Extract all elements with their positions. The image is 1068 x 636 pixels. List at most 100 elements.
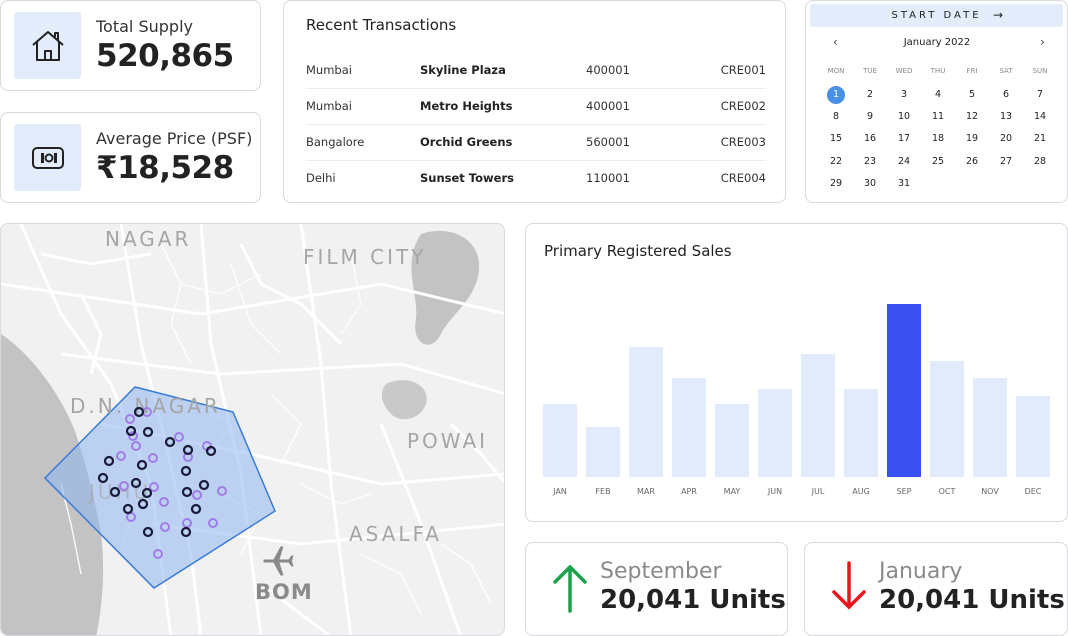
worst-month-label: January bbox=[879, 559, 962, 584]
x-tick-label: JUL bbox=[798, 487, 838, 496]
tx-city: Mumbai bbox=[306, 63, 352, 77]
tx-project: Skyline Plaza bbox=[420, 63, 506, 77]
x-tick-label: APR bbox=[669, 487, 709, 496]
average-price-value: ₹18,528 bbox=[96, 150, 234, 186]
table-row[interactable]: Delhi Sunset Towers 110001 CRE004 bbox=[306, 159, 766, 195]
calendar-day[interactable]: 11 bbox=[929, 108, 947, 126]
weekday-sun: SUN bbox=[1027, 67, 1053, 75]
calendar-day[interactable]: 3 bbox=[895, 86, 913, 104]
calendar-day[interactable]: 30 bbox=[861, 175, 879, 193]
calendar-day[interactable]: 1 bbox=[827, 86, 845, 104]
bar-aug[interactable] bbox=[844, 389, 878, 477]
calendar-day[interactable]: 10 bbox=[895, 108, 913, 126]
calendar-day[interactable]: 16 bbox=[861, 130, 879, 148]
cash-icon bbox=[14, 124, 81, 191]
arrow-right-icon: → bbox=[993, 4, 1003, 27]
calendar-day[interactable]: 23 bbox=[861, 153, 879, 171]
calendar-month-label: January 2022 bbox=[806, 37, 1068, 48]
calendar-day[interactable]: 19 bbox=[963, 130, 981, 148]
bar-jan[interactable] bbox=[543, 404, 577, 477]
calendar-day[interactable]: 14 bbox=[1031, 108, 1049, 126]
calendar-day[interactable]: 7 bbox=[1031, 86, 1049, 104]
start-date-header[interactable]: START DATE → bbox=[810, 4, 1063, 27]
bar-may[interactable] bbox=[715, 404, 749, 477]
calendar-day[interactable]: 28 bbox=[1031, 153, 1049, 171]
x-tick-label: JAN bbox=[540, 487, 580, 496]
bar-apr[interactable] bbox=[672, 378, 706, 477]
calendar-day[interactable]: 2 bbox=[861, 86, 879, 104]
bar-dec[interactable] bbox=[1016, 396, 1050, 477]
next-month-button[interactable]: › bbox=[1040, 35, 1045, 49]
map-label-bom: BOM bbox=[255, 580, 313, 604]
calendar-day[interactable]: 4 bbox=[929, 86, 947, 104]
calendar-day[interactable]: 6 bbox=[997, 86, 1015, 104]
primary-sales-chart-card: Primary Registered Sales JAN FEB MAR APR MAY… bbox=[525, 223, 1068, 522]
calendar-day[interactable]: 22 bbox=[827, 153, 845, 171]
map-label-asalfa: ASALFA bbox=[349, 522, 442, 546]
bar-jun[interactable] bbox=[758, 389, 792, 477]
map-label-nagar: NAGAR bbox=[105, 227, 191, 251]
calendar-day[interactable]: 26 bbox=[963, 153, 981, 171]
calendar-day[interactable]: 25 bbox=[929, 153, 947, 171]
calendar-day[interactable]: 21 bbox=[1031, 130, 1049, 148]
start-date-label: START DATE bbox=[891, 10, 981, 21]
average-price-card: Average Price (PSF) ₹18,528 bbox=[0, 112, 261, 203]
arrow-up-icon bbox=[550, 561, 590, 613]
x-tick-label: FEB bbox=[583, 487, 623, 496]
chart-title: Primary Registered Sales bbox=[544, 242, 732, 260]
bar-feb[interactable] bbox=[586, 427, 620, 477]
calendar-day[interactable]: 31 bbox=[895, 175, 913, 193]
calendar-day[interactable]: 17 bbox=[895, 130, 913, 148]
tx-pincode: 110001 bbox=[586, 171, 630, 185]
x-tick-label: MAY bbox=[712, 487, 752, 496]
calendar-day[interactable]: 24 bbox=[895, 153, 913, 171]
table-row[interactable]: Mumbai Metro Heights 400001 CRE002 bbox=[306, 87, 766, 123]
calendar-day[interactable]: 13 bbox=[997, 108, 1015, 126]
x-tick-label: AUG bbox=[841, 487, 881, 496]
x-tick-label: DEC bbox=[1013, 487, 1053, 496]
recent-transactions-card: Recent Transactions Mumbai Skyline Plaza… bbox=[283, 0, 786, 203]
table-row[interactable]: Bangalore Orchid Greens 560001 CRE003 bbox=[306, 123, 766, 159]
tx-pincode: 400001 bbox=[586, 99, 630, 113]
calendar-day[interactable]: 27 bbox=[997, 153, 1015, 171]
tx-project: Metro Heights bbox=[420, 99, 512, 113]
weekday-tue: TUE bbox=[857, 67, 883, 75]
calendar-day[interactable]: 15 bbox=[827, 130, 845, 148]
worst-month-value: 20,041 Units bbox=[879, 585, 1065, 615]
date-picker: START DATE → ‹ January 2022 › MON TUE WED T… bbox=[805, 0, 1068, 203]
table-row[interactable]: Mumbai Skyline Plaza 400001 CRE001 bbox=[306, 51, 766, 87]
bar-nov[interactable] bbox=[973, 378, 1007, 477]
bar-jul[interactable] bbox=[801, 354, 835, 477]
bar-sep[interactable] bbox=[887, 304, 921, 477]
tx-code: CRE001 bbox=[721, 63, 766, 77]
calendar-day[interactable]: 29 bbox=[827, 175, 845, 193]
calendar-day[interactable]: 20 bbox=[997, 130, 1015, 148]
tx-project: Sunset Towers bbox=[420, 171, 514, 185]
map-panel[interactable]: NAGAR FILM CITY D.N. NAGAR POWAI JUHU AS… bbox=[0, 223, 505, 636]
bar-mar[interactable] bbox=[629, 347, 663, 477]
best-month-card: September 20,041 Units bbox=[525, 542, 788, 636]
recent-transactions-title: Recent Transactions bbox=[306, 16, 456, 34]
calendar-day[interactable]: 8 bbox=[827, 108, 845, 126]
x-tick-label: SEP bbox=[884, 487, 924, 496]
calendar-day[interactable]: 9 bbox=[861, 108, 879, 126]
house-icon bbox=[14, 12, 81, 79]
average-price-label: Average Price (PSF) bbox=[96, 129, 252, 148]
total-supply-card: Total Supply 520,865 bbox=[0, 0, 261, 91]
weekday-sat: SAT bbox=[993, 67, 1019, 75]
bar-oct[interactable] bbox=[930, 361, 964, 477]
tx-city: Delhi bbox=[306, 171, 336, 185]
calendar-day[interactable]: 5 bbox=[963, 86, 981, 104]
tx-code: CRE003 bbox=[721, 135, 766, 149]
calendar-day[interactable]: 12 bbox=[963, 108, 981, 126]
calendar-day[interactable]: 18 bbox=[929, 130, 947, 148]
x-tick-label: NOV bbox=[970, 487, 1010, 496]
weekday-mon: MON bbox=[823, 67, 849, 75]
tx-pincode: 400001 bbox=[586, 63, 630, 77]
map-label-dn-nagar: D.N. NAGAR bbox=[70, 394, 221, 418]
total-supply-value: 520,865 bbox=[96, 38, 234, 74]
tx-city: Mumbai bbox=[306, 99, 352, 113]
total-supply-label: Total Supply bbox=[96, 17, 193, 36]
x-tick-label: MAR bbox=[626, 487, 666, 496]
weekday-thu: THU bbox=[925, 67, 951, 75]
